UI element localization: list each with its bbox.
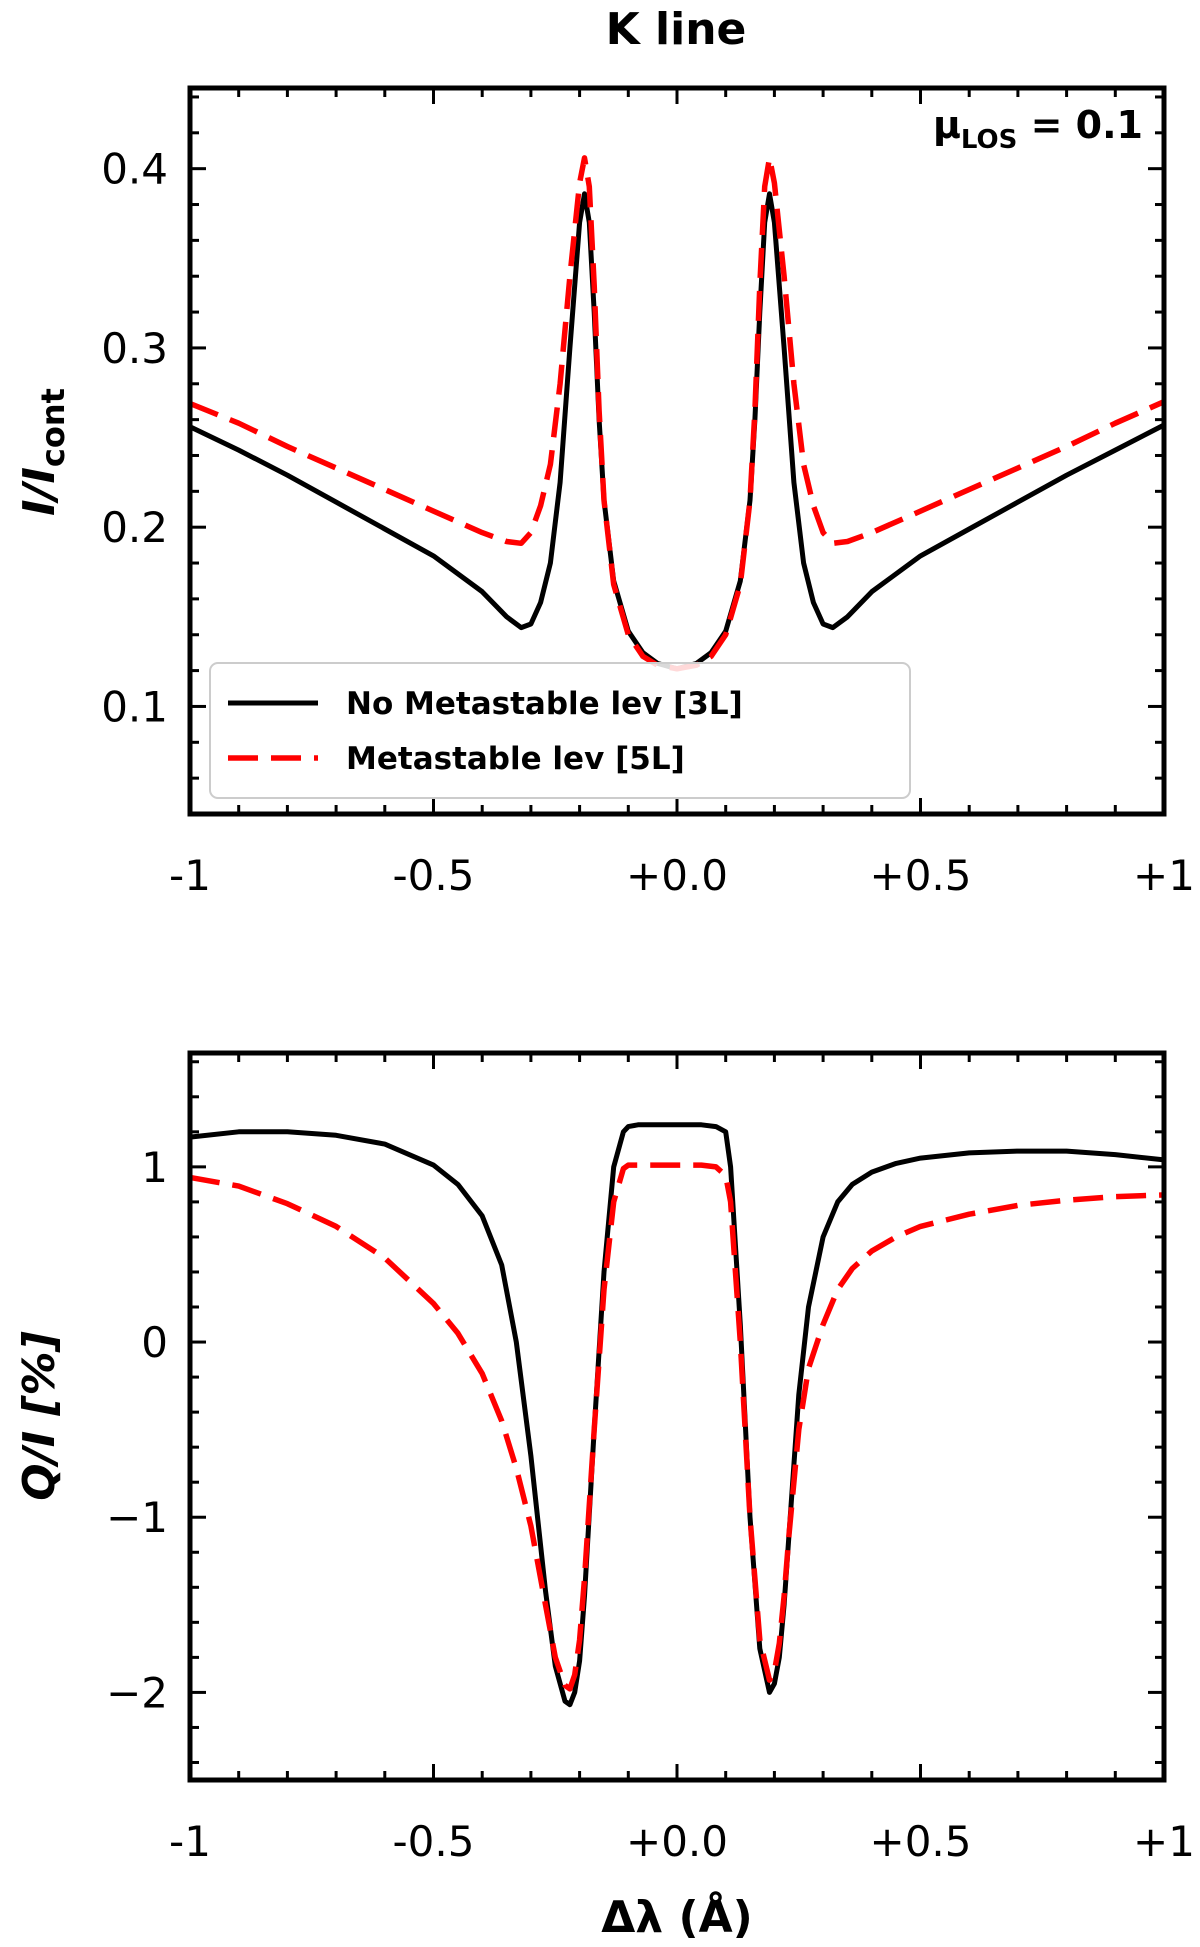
bottom-series-3l <box>189 1122 1165 1708</box>
top-xtick-label: +1 <box>1133 851 1195 900</box>
bottom-xtick-label: +0.0 <box>626 1817 728 1866</box>
bottom-xlabel: Δλ (Å) <box>601 1890 753 1943</box>
bottom-series-5l <box>189 1162 1165 1692</box>
mu-subscript: LOS <box>961 125 1017 155</box>
bottom-ytick-label: 1 <box>141 1143 168 1192</box>
bottom-ytick-label: −2 <box>106 1668 168 1717</box>
top-ytick-label: 0.1 <box>101 682 168 731</box>
legend-label-3l: No Metastable lev [3L] <box>346 686 743 722</box>
top-xtick-label: -1 <box>169 851 211 900</box>
legend: No Metastable lev [3L] Metastable lev [5… <box>209 662 911 799</box>
mu-value: = 0.1 <box>1017 103 1143 147</box>
legend-label-5l: Metastable lev [5L] <box>346 741 685 777</box>
top-curves <box>188 155 1166 672</box>
top-tick-labels: -1 -0.5 +0.0 +0.5 +1 0.1 0.2 0.3 0.4 <box>101 145 1195 900</box>
legend-box <box>209 662 911 799</box>
top-series-5l <box>188 155 1166 672</box>
bottom-plot-frame <box>187 1050 1167 1783</box>
top-panel: -1 -0.5 +0.0 +0.5 +10.10.20.30.4 μLOS = 0.1 … <box>14 85 1195 900</box>
top-xtick-label: +0.5 <box>870 851 972 900</box>
top-ylabel-main: I/I <box>14 467 65 516</box>
bottom-ytick-label: 0 <box>141 1318 168 1367</box>
bottom-xtick-label: +0.5 <box>870 1817 972 1866</box>
bottom-ylabel: Q/I [%] <box>14 1331 65 1500</box>
bottom-xtick-label: -0.5 <box>393 1817 475 1866</box>
chart-title: K line <box>606 4 747 55</box>
top-ylabel: I/Icont <box>14 388 72 516</box>
top-xtick-label: +0.0 <box>626 851 728 900</box>
bottom-ytick-label: −1 <box>106 1493 168 1542</box>
top-plot-frame <box>187 85 1167 817</box>
bottom-ticks <box>188 1053 1166 1780</box>
bottom-xtick-label: +1 <box>1133 1817 1195 1866</box>
top-series-3l <box>188 191 1166 672</box>
mu-los-annotation: μLOS = 0.1 <box>933 103 1143 155</box>
top-ytick-label: 0.3 <box>101 324 168 373</box>
bottom-xtick-label: -1 <box>169 1817 211 1866</box>
bottom-panel: -1 -0.5 +0.0 +0.5 +1 −2 −1 0 1 Q/I [%] Δλ (Å) <box>14 1050 1195 1943</box>
mu-symbol: μ <box>933 103 961 147</box>
top-ytick-label: 0.4 <box>101 145 168 194</box>
bottom-curves <box>189 1122 1165 1708</box>
top-ylabel-sub: cont <box>34 388 72 467</box>
top-xtick-label: -0.5 <box>393 851 475 900</box>
top-ytick-label: 0.2 <box>101 503 168 552</box>
bottom-tick-labels: -1 -0.5 +0.0 +0.5 +1 −2 −1 0 1 <box>106 1143 1195 1866</box>
